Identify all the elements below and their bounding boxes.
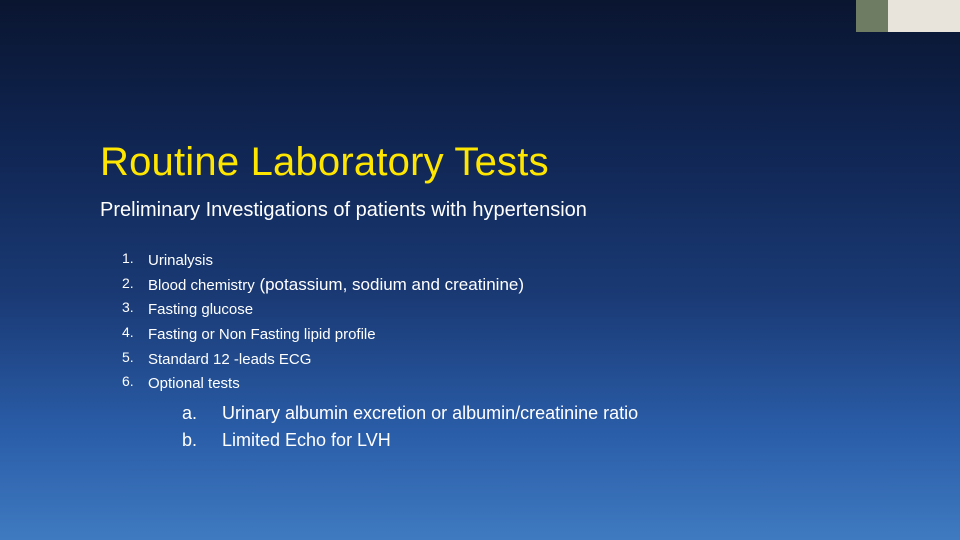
accent-light-box bbox=[888, 0, 960, 32]
list-item-label: Optional tests bbox=[148, 375, 240, 392]
list-item-detail: (potassium, sodium and creatinine) bbox=[255, 275, 524, 294]
list-item-label: Urinalysis bbox=[148, 252, 213, 269]
sub-list-item: Limited Echo for LVH bbox=[182, 427, 900, 454]
slide-content: Routine Laboratory Tests Preliminary Inv… bbox=[100, 140, 900, 454]
list-item: Fasting glucose bbox=[122, 297, 900, 322]
list-item-label: Standard 12 -leads ECG bbox=[148, 351, 311, 368]
list-item: Standard 12 -leads ECG bbox=[122, 347, 900, 372]
list-item-label: Fasting or Non Fasting lipid profile bbox=[148, 326, 376, 343]
list-item: Fasting or Non Fasting lipid profile bbox=[122, 322, 900, 347]
list-item: Blood chemistry (potassium, sodium and c… bbox=[122, 273, 900, 298]
slide-subtitle: Preliminary Investigations of patients w… bbox=[100, 199, 900, 222]
main-list: Urinalysis Blood chemistry (potassium, s… bbox=[122, 248, 900, 454]
list-item: Optional tests Urinary albumin excretion… bbox=[122, 371, 900, 454]
list-item-label: Blood chemistry bbox=[148, 277, 255, 294]
accent-dark-box bbox=[856, 0, 888, 32]
list-item: Urinalysis bbox=[122, 248, 900, 273]
slide-title: Routine Laboratory Tests bbox=[100, 140, 900, 185]
corner-accent bbox=[856, 0, 960, 32]
sub-list: Urinary albumin excretion or albumin/cre… bbox=[182, 400, 900, 454]
list-item-label: Fasting glucose bbox=[148, 301, 253, 318]
sub-list-item: Urinary albumin excretion or albumin/cre… bbox=[182, 400, 900, 427]
